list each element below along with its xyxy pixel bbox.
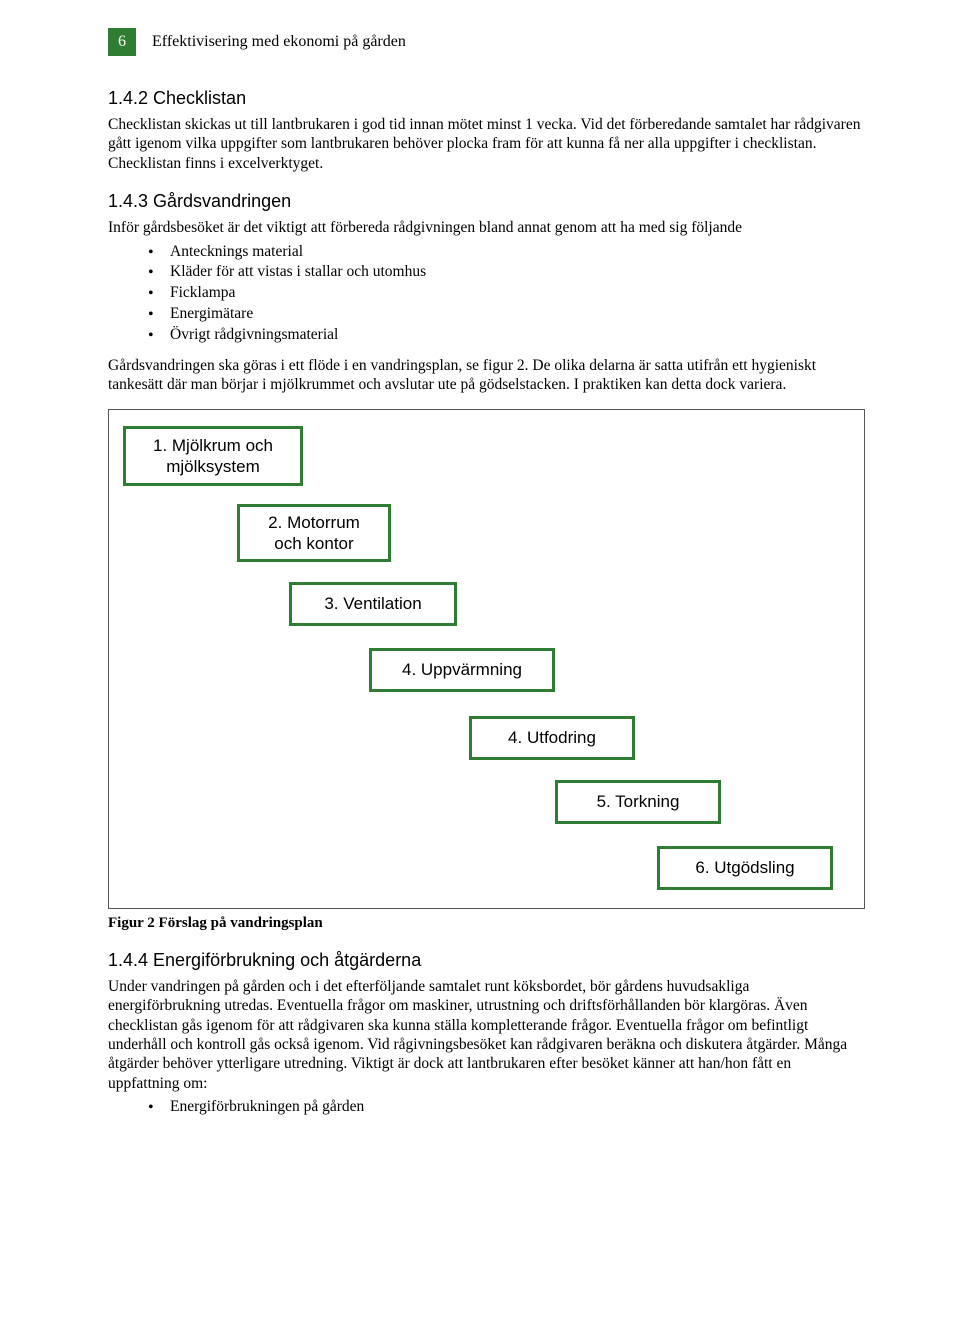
flow-box: 4. Uppvärmning [369,648,555,692]
flow-box: 2. Motorrum och kontor [237,504,391,562]
flowchart-figure: 1. Mjölkrum och mjölksystem 2. Motorrum o… [108,409,865,909]
header-title: Effektivisering med ekonomi på gården [152,33,406,51]
list-item: Energimätare [148,304,865,325]
page-header: 6 Effektivisering med ekonomi på gården [108,28,865,56]
flow-box: 6. Utgödsling [657,846,833,890]
para-144: Under vandringen på gården och i det eft… [108,977,865,1093]
flow-box: 1. Mjölkrum och mjölksystem [123,426,303,486]
flow-box: 3. Ventilation [289,582,457,626]
para2-143: Gårdsvandringen ska göras i ett flöde i … [108,356,865,395]
bullets-144: Energiförbrukningen på gården [108,1097,865,1118]
page-number: 6 [118,33,126,51]
intro-143: Inför gårdsbesöket är det viktigt att fö… [108,218,865,237]
page-number-box: 6 [108,28,136,56]
flow-box: 4. Utfodring [469,716,635,760]
heading-144: 1.4.4 Energiförbrukning och åtgärderna [108,950,865,971]
list-item: Ficklampa [148,283,865,304]
heading-142: 1.4.2 Checklistan [108,88,865,109]
flow-box: 5. Torkning [555,780,721,824]
heading-143: 1.4.3 Gårdsvandringen [108,191,865,212]
figure-caption: Figur 2 Förslag på vandringsplan [108,915,865,932]
bullets-143: Antecknings material Kläder för att vist… [108,242,865,347]
list-item: Antecknings material [148,242,865,263]
list-item: Energiförbrukningen på gården [148,1097,865,1118]
list-item: Kläder för att vistas i stallar och utom… [148,262,865,283]
para-142: Checklistan skickas ut till lantbrukaren… [108,115,865,173]
list-item: Övrigt rådgivningsmaterial [148,325,865,346]
